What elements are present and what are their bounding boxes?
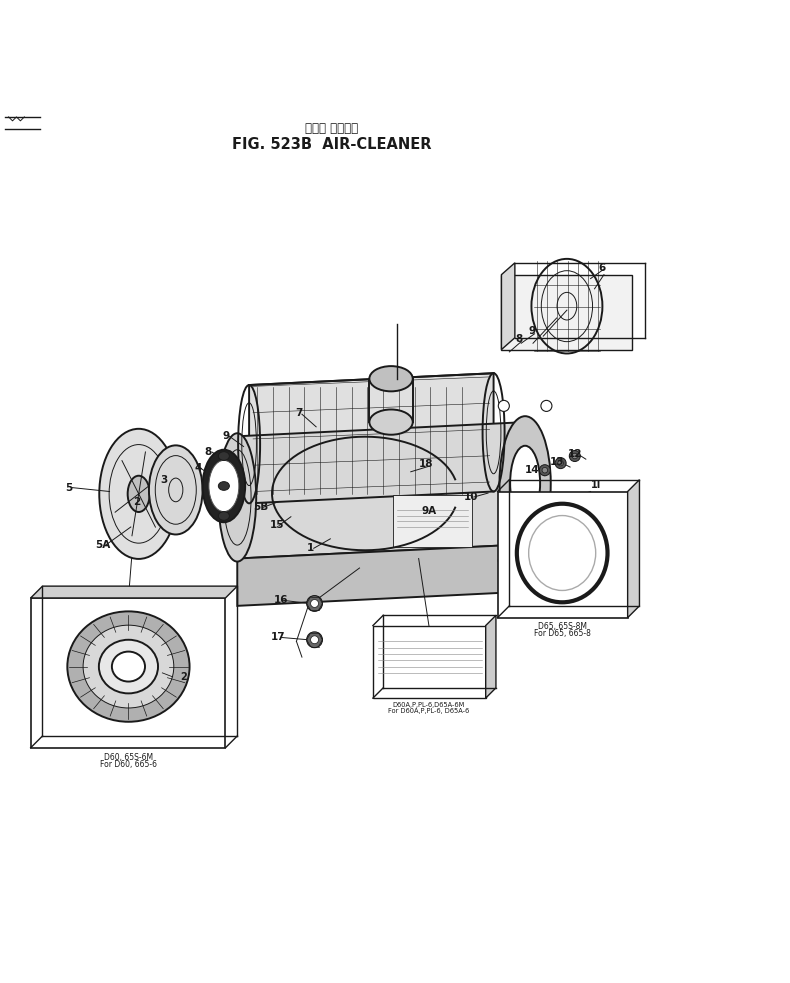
Ellipse shape: [307, 632, 322, 648]
Text: D60A,P,PL-6,D65A-6M: D60A,P,PL-6,D65A-6M: [393, 702, 465, 708]
Ellipse shape: [307, 596, 322, 611]
Ellipse shape: [83, 625, 174, 708]
Text: D65, 65S-8M: D65, 65S-8M: [538, 622, 587, 631]
Ellipse shape: [128, 476, 150, 512]
Text: 5A: 5A: [96, 540, 111, 550]
Ellipse shape: [541, 400, 552, 412]
Text: 10: 10: [465, 492, 479, 502]
Ellipse shape: [570, 450, 581, 462]
Ellipse shape: [542, 468, 547, 473]
Text: 12: 12: [567, 448, 582, 459]
Ellipse shape: [498, 400, 510, 412]
Text: 8: 8: [515, 334, 522, 344]
Text: 9: 9: [223, 432, 230, 441]
Ellipse shape: [529, 515, 596, 591]
Polygon shape: [31, 598, 225, 748]
Text: 15: 15: [269, 520, 284, 531]
Ellipse shape: [209, 460, 239, 511]
Ellipse shape: [112, 652, 145, 681]
Ellipse shape: [218, 451, 229, 460]
Text: エアー クリーナ: エアー クリーナ: [306, 122, 359, 135]
Text: 14: 14: [525, 465, 540, 475]
Ellipse shape: [555, 458, 566, 469]
Ellipse shape: [100, 429, 178, 559]
Ellipse shape: [510, 445, 540, 521]
Ellipse shape: [370, 410, 412, 434]
Text: For D60A,P,PL-6, D65A-6: For D60A,P,PL-6, D65A-6: [389, 709, 469, 715]
Polygon shape: [498, 492, 627, 617]
Polygon shape: [237, 422, 525, 558]
Bar: [393, 495, 472, 547]
Ellipse shape: [67, 611, 190, 722]
Ellipse shape: [540, 465, 551, 476]
Polygon shape: [502, 262, 515, 350]
Text: For D65, 665-8: For D65, 665-8: [534, 629, 591, 638]
Text: 1: 1: [307, 544, 314, 553]
Polygon shape: [627, 480, 639, 617]
Ellipse shape: [218, 434, 256, 561]
Polygon shape: [249, 374, 494, 503]
Ellipse shape: [558, 460, 563, 466]
Ellipse shape: [499, 416, 551, 550]
Text: 6: 6: [598, 262, 605, 272]
Ellipse shape: [218, 482, 229, 491]
Text: D60, 65S-6M: D60, 65S-6M: [104, 753, 153, 763]
Ellipse shape: [202, 449, 245, 522]
Polygon shape: [502, 274, 631, 350]
Text: 18: 18: [419, 459, 434, 469]
Text: 16: 16: [274, 596, 288, 606]
Ellipse shape: [572, 453, 577, 459]
Ellipse shape: [149, 445, 202, 535]
Ellipse shape: [541, 555, 552, 566]
Polygon shape: [373, 625, 486, 698]
Ellipse shape: [218, 511, 229, 520]
Text: 9A: 9A: [421, 506, 436, 516]
Text: For D60, 665-6: For D60, 665-6: [100, 760, 157, 769]
Text: 13: 13: [549, 456, 564, 467]
Text: 3: 3: [160, 476, 167, 486]
Polygon shape: [31, 586, 237, 598]
Polygon shape: [486, 615, 496, 698]
Text: 2: 2: [134, 496, 141, 507]
Text: 9: 9: [529, 326, 536, 336]
Ellipse shape: [99, 640, 158, 693]
Text: 5B: 5B: [254, 502, 269, 512]
Text: 17: 17: [271, 632, 286, 643]
Ellipse shape: [498, 555, 510, 566]
Ellipse shape: [310, 600, 318, 607]
Text: 1l: 1l: [591, 480, 601, 490]
Polygon shape: [237, 545, 525, 606]
Text: FIG. 523B  AIR-CLEANER: FIG. 523B AIR-CLEANER: [232, 137, 431, 151]
Text: 8: 8: [205, 447, 212, 457]
Text: 5: 5: [66, 483, 73, 492]
Ellipse shape: [310, 636, 318, 644]
Text: 7: 7: [295, 408, 303, 418]
Text: 2: 2: [180, 671, 187, 682]
Ellipse shape: [370, 366, 412, 391]
Text: 4: 4: [194, 463, 201, 473]
